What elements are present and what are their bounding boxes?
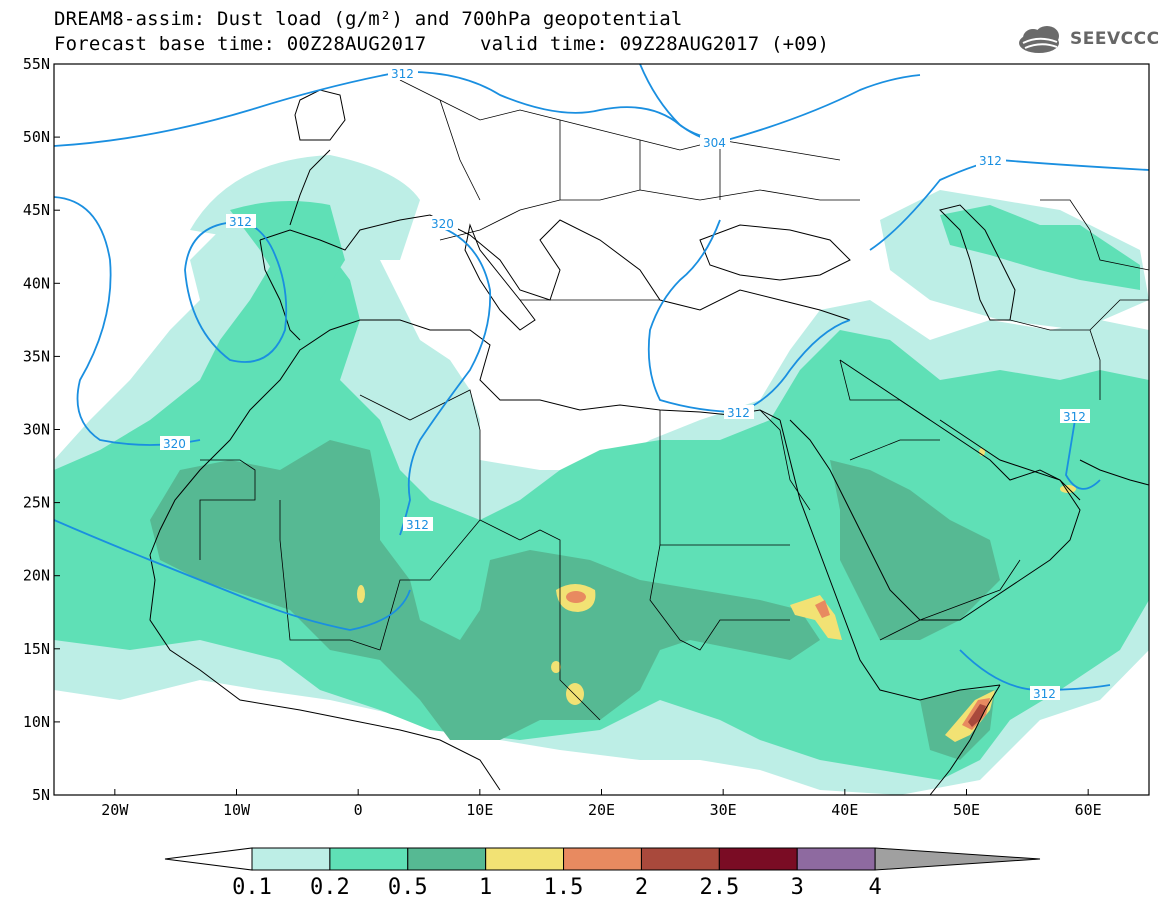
coast-africa-nw [149,319,781,556]
lat-tick-label: 5N [32,786,50,804]
lat-tick-label: 50N [23,128,50,146]
dust-fields: 312 304 312 312 320 312 320 312 312 312 [54,64,1149,795]
lat-tick-label: 15N [23,640,50,658]
coastlines [149,89,1149,795]
latitude-axis: 55N 50N 45N 40N 35N 30N 25N 20N 15N 10N 5N [23,55,60,804]
colorbar-label: 1.5 [544,875,584,900]
lat-tick-label: 30N [23,421,50,439]
coast-iberia-west [259,239,301,341]
contour-label: 312 [1063,410,1086,424]
contour-label: 312 [406,518,429,532]
colorbar-segment [563,847,642,871]
dust-hotspot-gulf [1060,485,1076,493]
colorbar-segment [640,847,720,871]
contour-label: 320 [431,217,454,231]
seevccc-logo-text: SEEVCCC [1070,29,1160,49]
dust-core-chad [566,591,586,603]
colorbar-label: 0.1 [232,875,272,900]
colorbar-label: 0.5 [388,875,428,900]
contour-312-med [647,219,851,413]
lon-tick-label: 10E [466,801,493,819]
contour-label: 304 [703,136,726,150]
lat-tick-label: 55N [23,55,50,73]
contour-312-iberia [184,221,288,363]
colorbar-label: 2 [635,875,648,900]
dust-region-dark-arabia [830,460,1000,640]
longitude-axis: 20W 10W 0 10E 20E 30E 40E 50E 60E [101,789,1102,819]
colorbar-segment [251,847,331,871]
lon-tick-label: 30E [710,801,737,819]
lon-tick-label: 60E [1075,801,1102,819]
contour-label: 312 [229,215,252,229]
lon-tick-label: 0 [354,801,363,819]
coast-france [289,149,331,226]
map-title: DREAM8-assim: Dust load (g/m²) and 700hP… [54,8,683,30]
colorbar-label: 0.2 [310,875,350,900]
coast-italy [464,223,536,331]
coast-africa-west [149,554,501,791]
lat-tick-label: 40N [23,274,50,292]
coast-uk [294,89,346,141]
colorbar-label: 4 [868,875,881,900]
lat-tick-label: 35N [23,347,50,365]
contour-label: 320 [163,437,186,451]
map-subtitle: Forecast base time: 00Z28AUG2017 valid ti… [54,33,829,55]
country-borders [199,79,1149,721]
colorbar-label: 3 [791,875,804,900]
lat-tick-label: 10N [23,713,50,731]
coast-persian-gulf [939,419,1081,501]
lon-tick-label: 50E [953,801,980,819]
contour-labels: 312 304 312 312 320 312 320 312 312 312 [163,67,1086,701]
colorbar-over-triangle [874,847,1041,871]
cloud-logo-icon [1019,26,1059,53]
dust-hotspot-sudan-small [551,661,561,673]
contour-312-north [54,70,921,147]
colorbar: 0.1 0.2 0.5 1 1.5 2 2.5 3 4 [164,847,1041,900]
lon-tick-label: 20E [588,801,615,819]
lon-tick-label: 40E [831,801,858,819]
contour-label: 312 [1033,687,1056,701]
lat-tick-label: 45N [23,201,50,219]
coast-black-sea [699,224,851,281]
lat-tick-label: 25N [23,494,50,512]
dust-hotspot-mali [357,585,365,603]
contour-label: 312 [391,67,414,81]
colorbar-segment [407,847,487,871]
lon-tick-label: 20W [101,801,129,819]
contour-312-iran [1065,419,1101,490]
colorbar-segment [485,847,565,871]
dust-region-dark [150,440,820,740]
dust-region-medium-iberia [230,201,345,300]
colorbar-label: 2.5 [699,875,739,900]
colorbar-segment [796,847,876,871]
dust-hotspot-red-sea [790,595,842,640]
coast-arabia [789,359,1081,621]
valid-time: valid time: 09Z28AUG2017 (+09) [480,33,830,55]
dust-region-medium-east [940,205,1140,290]
contour-label: 312 [727,406,750,420]
colorbar-segment [329,847,409,871]
contour-label: 312 [979,154,1002,168]
contour-label-boxes [160,66,1090,700]
coast-iran-south [1079,459,1149,486]
dust-core-eritrea [815,600,830,618]
lat-tick-label: 20N [23,567,50,585]
contour-320-mid [399,224,492,536]
dust-peak-somalia [968,704,986,727]
lon-tick-label: 10W [223,801,251,819]
colorbar-label: 1 [479,875,492,900]
colorbar-segment [718,847,798,871]
coast-europe-south [259,214,851,321]
coast-somalia [929,684,1001,795]
contour-320-big [54,196,201,446]
coast-red-sea-west [779,419,1001,701]
colorbar-under-triangle [164,847,253,871]
contour-320-west [54,519,411,631]
forecast-base-time: Forecast base time: 00Z28AUG2017 [54,33,427,55]
